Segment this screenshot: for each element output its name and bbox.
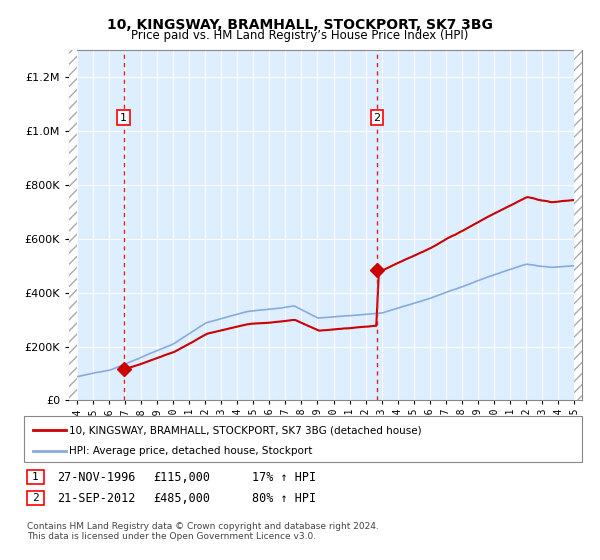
- Text: Contains HM Land Registry data © Crown copyright and database right 2024.
This d: Contains HM Land Registry data © Crown c…: [27, 522, 379, 542]
- Text: 17% ↑ HPI: 17% ↑ HPI: [252, 470, 316, 484]
- Text: £485,000: £485,000: [153, 492, 210, 505]
- Text: 27-NOV-1996: 27-NOV-1996: [57, 470, 136, 484]
- Text: HPI: Average price, detached house, Stockport: HPI: Average price, detached house, Stoc…: [69, 446, 313, 456]
- Text: £115,000: £115,000: [153, 470, 210, 484]
- Bar: [69, 50, 77, 400]
- Text: 21-SEP-2012: 21-SEP-2012: [57, 492, 136, 505]
- Text: 10, KINGSWAY, BRAMHALL, STOCKPORT, SK7 3BG: 10, KINGSWAY, BRAMHALL, STOCKPORT, SK7 3…: [107, 18, 493, 32]
- Text: Price paid vs. HM Land Registry’s House Price Index (HPI): Price paid vs. HM Land Registry’s House …: [131, 29, 469, 42]
- Text: 2: 2: [374, 113, 380, 123]
- Text: 80% ↑ HPI: 80% ↑ HPI: [252, 492, 316, 505]
- Text: 10, KINGSWAY, BRAMHALL, STOCKPORT, SK7 3BG (detached house): 10, KINGSWAY, BRAMHALL, STOCKPORT, SK7 3…: [69, 425, 422, 435]
- Text: 1: 1: [120, 113, 127, 123]
- Text: 2: 2: [32, 493, 39, 503]
- Text: 1: 1: [32, 472, 39, 482]
- Bar: [574, 50, 582, 400]
